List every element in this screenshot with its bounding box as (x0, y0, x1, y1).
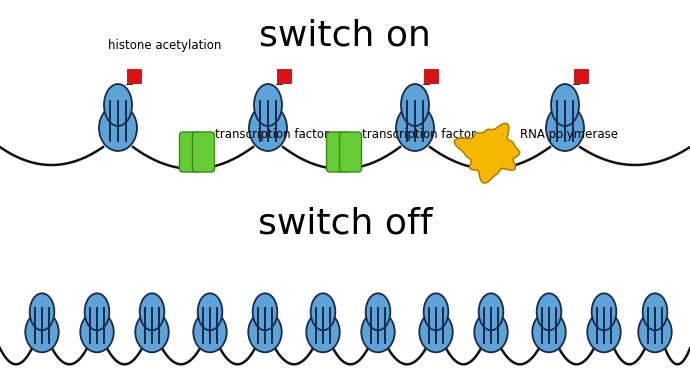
Ellipse shape (537, 293, 562, 330)
Bar (127, 69, 141, 83)
Ellipse shape (420, 312, 453, 352)
Ellipse shape (592, 293, 616, 330)
Ellipse shape (85, 293, 109, 330)
Ellipse shape (366, 293, 391, 330)
Ellipse shape (424, 293, 448, 330)
Text: histone acetylation: histone acetylation (108, 39, 221, 52)
Text: transcription factor: transcription factor (215, 128, 329, 141)
FancyBboxPatch shape (179, 132, 201, 172)
Ellipse shape (80, 312, 114, 352)
Ellipse shape (26, 312, 59, 352)
Text: switch on: switch on (259, 18, 431, 52)
FancyBboxPatch shape (326, 132, 348, 172)
Ellipse shape (254, 84, 282, 126)
Bar (424, 69, 438, 83)
Ellipse shape (310, 293, 335, 330)
Ellipse shape (474, 312, 508, 352)
Ellipse shape (139, 293, 164, 330)
Text: RNA polymerase: RNA polymerase (520, 128, 618, 141)
Ellipse shape (30, 293, 55, 330)
Text: transcription factor: transcription factor (362, 128, 476, 141)
Ellipse shape (135, 312, 169, 352)
Ellipse shape (401, 84, 429, 126)
Bar (574, 69, 588, 83)
Polygon shape (454, 123, 520, 183)
Ellipse shape (99, 105, 137, 151)
Ellipse shape (396, 105, 434, 151)
Ellipse shape (546, 105, 584, 151)
Ellipse shape (253, 293, 277, 330)
Bar (277, 69, 291, 83)
Ellipse shape (104, 84, 132, 126)
Ellipse shape (362, 312, 395, 352)
Ellipse shape (249, 105, 287, 151)
Ellipse shape (638, 312, 672, 352)
Ellipse shape (551, 84, 579, 126)
Ellipse shape (306, 312, 339, 352)
Ellipse shape (248, 312, 282, 352)
Ellipse shape (532, 312, 566, 352)
Ellipse shape (587, 312, 621, 352)
Ellipse shape (193, 312, 227, 352)
Ellipse shape (197, 293, 222, 330)
FancyBboxPatch shape (193, 132, 215, 172)
Text: switch off: switch off (258, 207, 432, 241)
Ellipse shape (479, 293, 503, 330)
Ellipse shape (642, 293, 667, 330)
FancyBboxPatch shape (339, 132, 362, 172)
